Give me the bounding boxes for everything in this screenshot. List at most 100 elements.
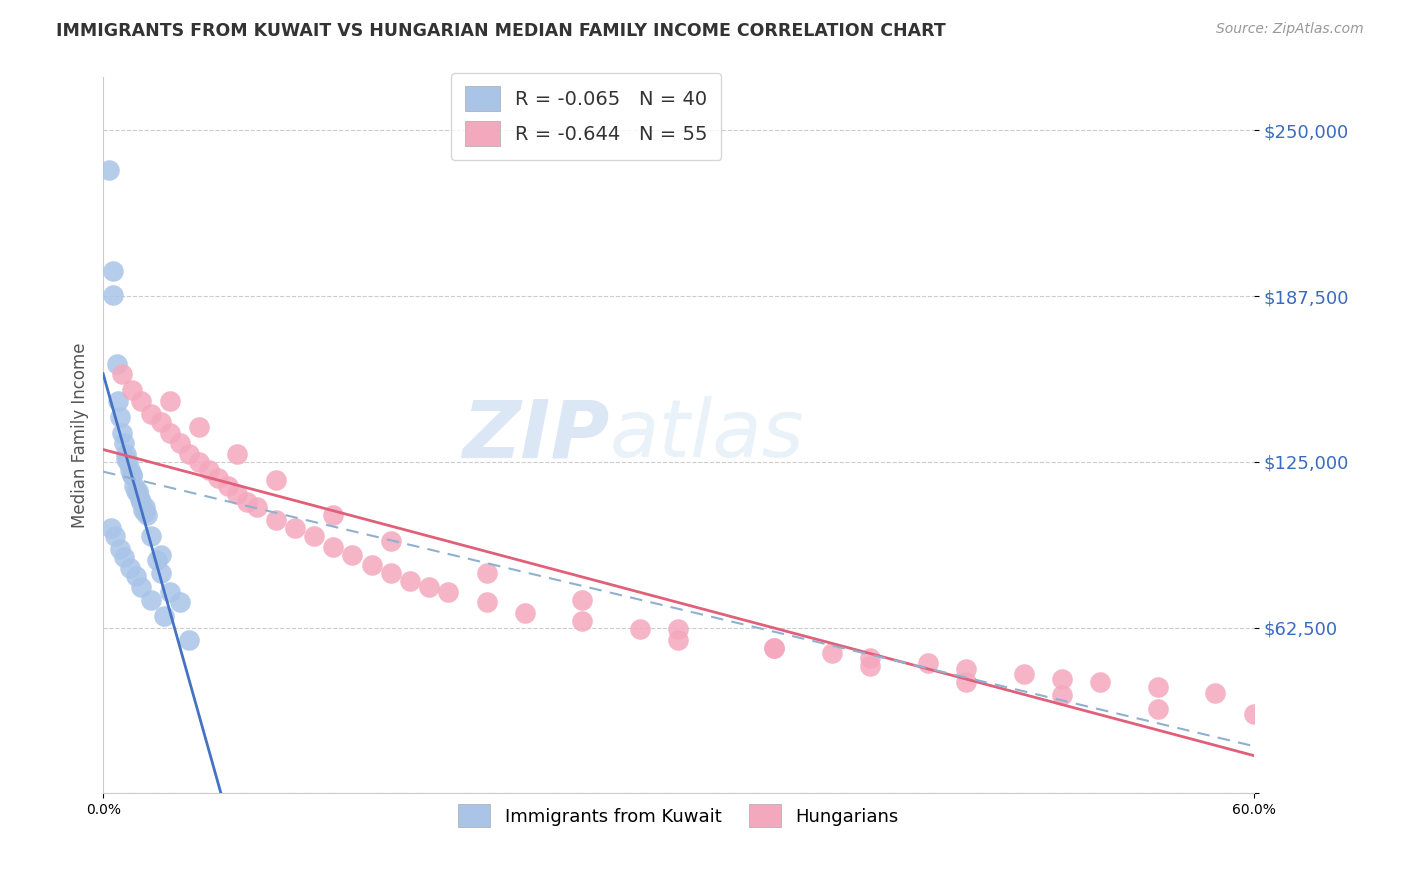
Point: [110, 409, 132, 424]
Point: [131, 393, 153, 408]
Point: [159, 393, 181, 408]
Point: [217, 479, 239, 493]
Point: [149, 566, 172, 581]
Point: [188, 455, 211, 469]
Point: [763, 640, 786, 655]
Point: [97, 163, 120, 178]
Point: [122, 479, 145, 493]
Point: [134, 500, 156, 514]
Point: [628, 622, 651, 636]
Point: [1146, 681, 1168, 695]
Point: [100, 521, 122, 535]
Point: [475, 566, 498, 581]
Point: [418, 580, 440, 594]
Point: [1090, 675, 1112, 690]
Point: [226, 487, 249, 501]
Point: [115, 452, 138, 467]
Point: [115, 447, 138, 461]
Point: [149, 415, 172, 429]
Point: [342, 548, 364, 562]
Point: [763, 640, 786, 655]
Point: [111, 425, 134, 440]
Point: [236, 494, 259, 508]
Point: [1146, 701, 1168, 715]
Point: [139, 592, 162, 607]
Point: [360, 558, 382, 573]
Point: [134, 505, 156, 519]
Point: [110, 542, 132, 557]
Point: [571, 614, 593, 628]
Point: [132, 502, 155, 516]
Point: [322, 540, 344, 554]
Text: atlas: atlas: [609, 396, 804, 475]
Point: [139, 407, 162, 421]
Point: [118, 561, 141, 575]
Point: [117, 455, 139, 469]
Text: IMMIGRANTS FROM KUWAIT VS HUNGARIAN MEDIAN FAMILY INCOME CORRELATION CHART: IMMIGRANTS FROM KUWAIT VS HUNGARIAN MEDI…: [56, 22, 946, 40]
Point: [571, 592, 593, 607]
Point: [380, 566, 402, 581]
Point: [159, 584, 181, 599]
Y-axis label: Median Family Income: Median Family Income: [72, 343, 89, 528]
Point: [159, 425, 181, 440]
Point: [169, 436, 191, 450]
Point: [955, 662, 977, 676]
Point: [169, 595, 191, 609]
Point: [128, 491, 150, 506]
Point: [101, 288, 124, 302]
Point: [105, 357, 128, 371]
Point: [188, 420, 211, 434]
Point: [104, 529, 127, 543]
Point: [1050, 673, 1073, 687]
Point: [302, 529, 325, 543]
Point: [1204, 685, 1226, 699]
Point: [121, 468, 143, 483]
Text: ZIP: ZIP: [463, 396, 609, 475]
Point: [179, 447, 201, 461]
Point: [821, 646, 844, 660]
Point: [475, 595, 498, 609]
Point: [153, 608, 176, 623]
Point: [513, 606, 536, 620]
Point: [284, 521, 307, 535]
Point: [112, 550, 135, 565]
Text: Source: ZipAtlas.com: Source: ZipAtlas.com: [1216, 22, 1364, 37]
Point: [149, 548, 172, 562]
Point: [127, 484, 149, 499]
Point: [1243, 706, 1265, 721]
Point: [226, 447, 249, 461]
Point: [859, 651, 882, 665]
Point: [146, 553, 169, 567]
Point: [917, 657, 939, 671]
Point: [125, 484, 148, 499]
Point: [107, 393, 129, 408]
Point: [1012, 667, 1035, 681]
Point: [1050, 688, 1073, 702]
Point: [139, 529, 162, 543]
Point: [197, 463, 219, 477]
Point: [666, 622, 689, 636]
Point: [245, 500, 267, 514]
Point: [131, 580, 153, 594]
Point: [101, 264, 124, 278]
Point: [136, 508, 159, 522]
Point: [264, 513, 287, 527]
Point: [955, 675, 977, 690]
Point: [666, 632, 689, 647]
Point: [380, 534, 402, 549]
Point: [121, 468, 143, 483]
Point: [112, 436, 135, 450]
Point: [399, 574, 422, 589]
Point: [127, 487, 149, 501]
Point: [121, 384, 143, 398]
Legend: Immigrants from Kuwait, Hungarians: Immigrants from Kuwait, Hungarians: [451, 797, 905, 834]
Point: [179, 632, 201, 647]
Point: [125, 569, 148, 583]
Point: [322, 508, 344, 522]
Point: [859, 659, 882, 673]
Point: [111, 368, 134, 382]
Point: [207, 471, 229, 485]
Point: [131, 494, 153, 508]
Point: [118, 463, 141, 477]
Point: [437, 584, 460, 599]
